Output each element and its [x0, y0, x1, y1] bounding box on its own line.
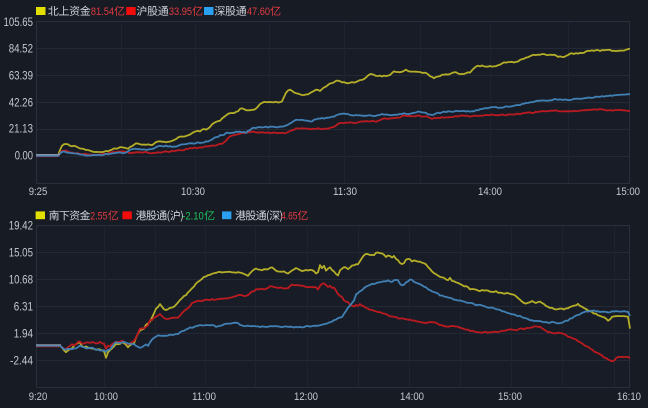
svg-text:1.94: 1.94 [14, 329, 34, 341]
svg-text:47.60: 47.60 [247, 6, 270, 18]
svg-text:0.00: 0.00 [15, 151, 33, 163]
svg-text:63.39: 63.39 [9, 71, 33, 83]
svg-text:19.42: 19.42 [9, 221, 33, 233]
svg-text:10.68: 10.68 [9, 275, 33, 287]
svg-text:11:30: 11:30 [333, 186, 357, 198]
svg-text:10:30: 10:30 [181, 186, 205, 198]
svg-text:10:00: 10:00 [94, 391, 118, 403]
svg-text:15:00: 15:00 [498, 391, 522, 403]
svg-text:105.65: 105.65 [4, 17, 34, 29]
svg-text:15:00: 15:00 [616, 186, 640, 198]
svg-text:9:25: 9:25 [29, 186, 48, 198]
svg-text:81.54: 81.54 [91, 6, 114, 18]
svg-text:-2.10: -2.10 [182, 211, 203, 223]
svg-text:14:00: 14:00 [400, 391, 424, 403]
svg-text:14:00: 14:00 [478, 186, 502, 198]
svg-text:6.31: 6.31 [14, 302, 33, 314]
svg-text:11:00: 11:00 [192, 391, 216, 403]
svg-text:-2.44: -2.44 [10, 356, 34, 368]
svg-text:2.55: 2.55 [90, 211, 107, 223]
svg-text:9:20: 9:20 [29, 391, 48, 403]
svg-text:33.95: 33.95 [169, 6, 192, 18]
svg-text:15.05: 15.05 [9, 248, 33, 260]
svg-text:16:10: 16:10 [617, 391, 641, 403]
svg-text:4.65: 4.65 [281, 211, 298, 223]
svg-text:12:00: 12:00 [294, 391, 318, 403]
svg-text:42.26: 42.26 [9, 98, 33, 110]
svg-text:84.52: 84.52 [9, 44, 33, 56]
svg-text:21.13: 21.13 [9, 124, 33, 136]
